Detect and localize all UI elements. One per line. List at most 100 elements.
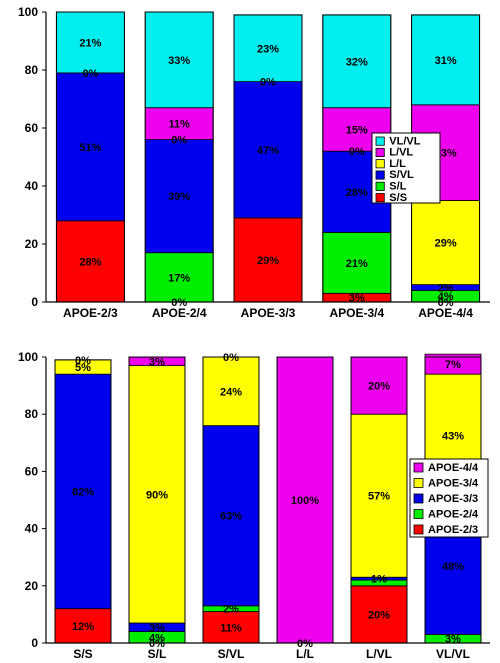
data-label-l-vl-apoe-3-3: 1% — [371, 574, 387, 586]
legend-label-apoe-3-3: APOE-3/3 — [428, 493, 478, 505]
data-label-apoe-3-3-s-s: 29% — [257, 255, 279, 267]
y-tick-label: 40 — [25, 179, 39, 193]
legend-swatch-apoe-2-4 — [413, 509, 424, 519]
data-label-l-vl-apoe-3-4: 57% — [368, 491, 390, 503]
legend-swatch-s-l — [375, 181, 385, 191]
chart-repeat-genotype: 02040608010012%82%5%0%S/S0%4%3%90%3%S/L1… — [18, 350, 490, 661]
data-label-s-vl-apoe-2-4: 2% — [223, 604, 239, 616]
legend-swatch-apoe-3-4 — [413, 478, 424, 488]
y-tick-label: 0 — [31, 295, 38, 309]
legend-label-apoe-4-4: APOE-4/4 — [428, 462, 479, 474]
data-label-vl-vl-apoe-3-4: 43% — [442, 431, 464, 443]
x-tick-label: APOE-3/4 — [329, 306, 384, 320]
legend-swatch-apoe-3-3 — [413, 493, 424, 504]
data-label-vl-vl-apoe-3-3: 48% — [442, 561, 464, 573]
data-label-s-l-apoe-3-3: 3% — [149, 622, 165, 634]
legend-label-l-vl: L/VL — [389, 147, 413, 159]
legend-swatch-l-l — [375, 159, 385, 169]
bar-segment-apoe-3-4-vl-vl — [322, 14, 392, 109]
x-tick-label: APOE-2/4 — [152, 306, 207, 320]
data-label-vl-vl-apoe-4-4: 7% — [445, 359, 461, 371]
bar-segment-s-s-apoe-3-3 — [54, 373, 112, 610]
x-tick-label: APOE-3/3 — [241, 306, 296, 320]
data-label-apoe-3-3-s-vl: 47% — [257, 145, 279, 157]
data-label-s-vl-apoe-3-4: 24% — [220, 386, 242, 398]
data-label-apoe-3-3-vl-vl: 23% — [257, 43, 279, 55]
legend-label-l-l: L/L — [389, 158, 406, 170]
legend-label-s-l: S/L — [389, 181, 406, 193]
legend-label-apoe-2-3: APOE-2/3 — [428, 524, 478, 536]
data-label-apoe-2-3-l-l: 0% — [82, 68, 98, 80]
y-tick-label: 80 — [25, 63, 39, 77]
data-label-apoe-2-4-s-l: 17% — [168, 272, 190, 284]
data-label-apoe-3-4-vl-vl: 32% — [346, 56, 368, 68]
bar-segment-l-vl-apoe-2-3 — [350, 585, 408, 644]
data-label-apoe-4-4-l-l: 29% — [435, 238, 457, 250]
data-label-apoe-3-4-s-vl: 28% — [346, 187, 368, 199]
data-label-s-s-apoe-2-3: 12% — [72, 621, 94, 633]
data-label-apoe-3-4-l-vl: 15% — [346, 124, 368, 136]
data-label-l-l-apoe-4-4: 100% — [291, 495, 319, 507]
data-label-s-s-apoe-3-4: 5% — [75, 362, 91, 374]
data-label-apoe-2-3-s-s: 28% — [79, 256, 101, 268]
x-tick-label: APOE-4/4 — [418, 306, 473, 320]
legend-label-s-vl: S/VL — [389, 169, 414, 181]
data-label-apoe-2-3-s-vl: 51% — [79, 142, 101, 154]
data-label-apoe-2-4-s-vl: 39% — [168, 191, 190, 203]
data-label-apoe-4-4-s-s: 0% — [438, 297, 454, 309]
bar-segment-apoe-3-3-vl-vl — [233, 14, 303, 82]
x-tick-label: S/S — [73, 647, 92, 661]
data-label-s-vl-apoe-2-3: 11% — [220, 622, 242, 634]
legend-swatch-apoe-4-4 — [413, 462, 424, 473]
data-label-apoe-4-4-s-l: 4% — [438, 291, 454, 303]
legend-label-vl-vl: VL/VL — [389, 135, 420, 147]
y-tick-label: 100 — [18, 5, 38, 19]
data-label-apoe-4-4-s-vl: 2% — [438, 283, 454, 295]
data-label-apoe-4-4-vl-vl: 31% — [435, 55, 457, 67]
y-tick-label: 60 — [25, 464, 39, 478]
x-tick-label: S/VL — [218, 647, 245, 661]
data-label-apoe-3-3-l-l: 0% — [260, 77, 276, 89]
data-label-apoe-2-4-s-s: 0% — [171, 297, 187, 309]
x-tick-label: S/L — [148, 647, 167, 661]
y-tick-label: 0 — [31, 636, 38, 650]
data-label-apoe-2-4-vl-vl: 33% — [168, 55, 190, 67]
y-tick-label: 60 — [25, 121, 39, 135]
bar-segment-apoe-2-4-s-vl — [144, 139, 214, 254]
data-label-l-l-apoe-2-3: 0% — [297, 638, 313, 650]
y-tick-label: 20 — [25, 237, 39, 251]
bar-segment-apoe-4-4-vl-vl — [411, 14, 481, 106]
legend-swatch-apoe-2-3 — [413, 524, 424, 535]
data-label-s-l-apoe-4-4: 3% — [149, 356, 165, 368]
legend-swatch-vl-vl — [375, 136, 385, 146]
data-label-apoe-2-3-vl-vl: 21% — [79, 37, 101, 49]
data-label-s-s-apoe-3-3: 82% — [72, 486, 94, 498]
x-tick-label: APOE-2/3 — [63, 306, 118, 320]
x-tick-label: L/VL — [366, 647, 392, 661]
data-label-apoe-3-4-s-l: 21% — [346, 258, 368, 270]
y-tick-label: 20 — [25, 579, 39, 593]
data-label-apoe-2-4-l-l: 0% — [171, 135, 187, 147]
bar-segment-apoe-4-4-l-l — [411, 200, 481, 285]
y-tick-label: 80 — [25, 407, 39, 421]
data-label-s-l-apoe-2-3: 0% — [149, 638, 165, 650]
legend-label-apoe-2-4: APOE-2/4 — [428, 509, 479, 521]
data-label-l-vl-apoe-4-4: 20% — [368, 381, 390, 393]
data-label-s-vl-apoe-3-3: 63% — [220, 511, 242, 523]
data-label-s-l-apoe-3-4: 90% — [146, 489, 168, 501]
data-label-apoe-3-4-s-s: 3% — [349, 293, 365, 305]
y-tick-label: 40 — [25, 522, 39, 536]
legend-label-s-s: S/S — [389, 192, 407, 204]
data-label-apoe-2-4-l-vl: 11% — [168, 119, 190, 131]
bar-segment-apoe-3-3-s-vl — [233, 81, 303, 219]
x-tick-label: L/L — [296, 647, 314, 661]
data-label-l-vl-apoe-2-3: 20% — [368, 609, 390, 621]
bar-segment-l-vl-apoe-3-4 — [350, 413, 408, 578]
x-tick-label: VL/VL — [436, 647, 470, 661]
legend-swatch-s-vl — [375, 170, 385, 180]
data-label-s-s-apoe-4-4: 0% — [75, 355, 91, 367]
legend-swatch-s-s — [375, 193, 385, 203]
legend-label-apoe-3-4: APOE-3/4 — [428, 478, 479, 490]
legend-swatch-l-vl — [375, 147, 385, 158]
